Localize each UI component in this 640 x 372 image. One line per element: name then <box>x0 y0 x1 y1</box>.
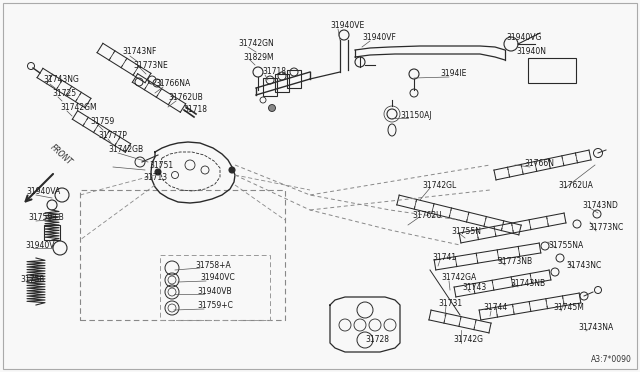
Text: 31742GB: 31742GB <box>108 145 143 154</box>
Text: A3:7*0090: A3:7*0090 <box>591 355 632 364</box>
Text: 31731: 31731 <box>438 298 462 308</box>
Text: 31940V: 31940V <box>25 241 54 250</box>
Text: 31762UA: 31762UA <box>558 180 593 189</box>
Text: 31758+A: 31758+A <box>195 260 231 269</box>
Text: 31773NE: 31773NE <box>133 61 168 70</box>
Circle shape <box>155 169 161 175</box>
Text: 31773NB: 31773NB <box>497 257 532 266</box>
Text: 31751: 31751 <box>149 160 173 170</box>
Text: 31829M: 31829M <box>243 52 274 61</box>
Text: 31940VC: 31940VC <box>200 273 235 282</box>
Text: 31741: 31741 <box>432 253 456 262</box>
Text: 31743NC: 31743NC <box>566 260 601 269</box>
Text: 31745M: 31745M <box>553 304 584 312</box>
Text: 3194IE: 3194IE <box>440 70 467 78</box>
Text: 31743NA: 31743NA <box>578 324 613 333</box>
Text: 31742GM: 31742GM <box>60 103 97 112</box>
Text: 31759+B: 31759+B <box>28 214 64 222</box>
Text: 31743NF: 31743NF <box>122 48 156 57</box>
Text: 31940VE: 31940VE <box>330 22 364 31</box>
Text: 31777P: 31777P <box>98 131 127 141</box>
Text: 31744: 31744 <box>483 304 508 312</box>
Text: 31150AJ: 31150AJ <box>400 110 431 119</box>
Circle shape <box>229 167 235 173</box>
Text: 31762UB: 31762UB <box>168 93 203 102</box>
Text: 31725: 31725 <box>52 89 76 97</box>
Text: 31718: 31718 <box>183 106 207 115</box>
Text: 31773NC: 31773NC <box>588 224 623 232</box>
Text: 31718: 31718 <box>262 67 286 77</box>
Text: 31755N: 31755N <box>451 227 481 235</box>
Text: 31755NA: 31755NA <box>548 241 583 250</box>
Text: 31759: 31759 <box>90 118 115 126</box>
Text: 31940VA: 31940VA <box>26 187 60 196</box>
Text: 31743NG: 31743NG <box>43 76 79 84</box>
Text: FRONT: FRONT <box>48 143 74 167</box>
Text: 31743: 31743 <box>462 283 486 292</box>
Text: 31742GL: 31742GL <box>422 180 456 189</box>
Circle shape <box>269 105 275 112</box>
Text: 31742GA: 31742GA <box>441 273 476 282</box>
Text: 31742GN: 31742GN <box>238 39 274 48</box>
Text: 31940N: 31940N <box>516 48 546 57</box>
Text: 31759+C: 31759+C <box>197 301 233 311</box>
Text: 31766NA: 31766NA <box>155 78 190 87</box>
Text: 31742G: 31742G <box>453 336 483 344</box>
Text: 31728: 31728 <box>365 336 389 344</box>
Text: 31758: 31758 <box>20 276 44 285</box>
Text: 31743NB: 31743NB <box>510 279 545 289</box>
Text: 31940VG: 31940VG <box>506 32 541 42</box>
Text: 31940VB: 31940VB <box>197 286 232 295</box>
Text: 31762U: 31762U <box>412 211 442 219</box>
Text: 31743ND: 31743ND <box>582 201 618 209</box>
Text: 31940VF: 31940VF <box>362 33 396 42</box>
Text: 31766N: 31766N <box>524 158 554 167</box>
Text: 31713: 31713 <box>143 173 167 183</box>
